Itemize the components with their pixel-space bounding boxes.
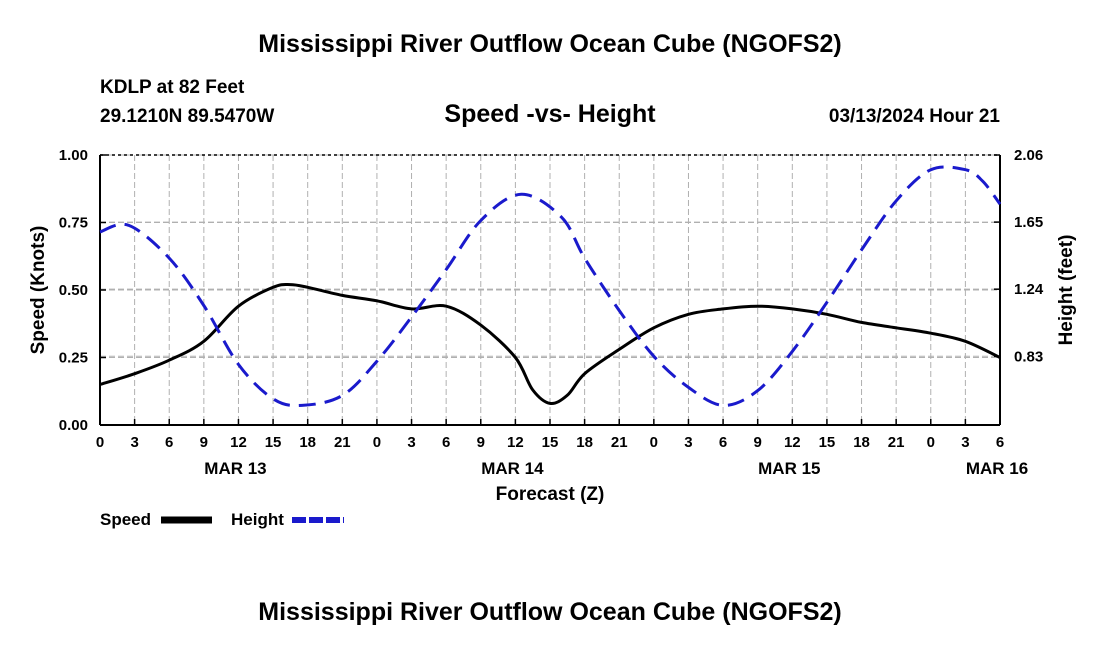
series-layer bbox=[99, 165, 1002, 408]
day-label: MAR 16 bbox=[966, 459, 1028, 478]
y-tick-label: 0.00 bbox=[59, 417, 88, 434]
x-tick-label: 12 bbox=[784, 434, 801, 451]
x-tick-label: 18 bbox=[853, 434, 870, 451]
x-tick-label: 21 bbox=[611, 434, 628, 451]
legend-height-label: Height bbox=[231, 510, 284, 529]
speed-series-line bbox=[99, 283, 1001, 406]
y-tick-label: 0.50 bbox=[59, 282, 88, 299]
label-layer: 0 3 6 9 12 15 18 21 0 3 6 9 12 15 18 21 0 3 6 9 12 15 18 21 0 3 6 0… bbox=[28, 147, 1077, 524]
x-tick-label: 12 bbox=[230, 434, 247, 451]
grid-layer bbox=[100, 154, 1000, 425]
x-tick-label: 3 bbox=[684, 434, 692, 451]
day-label: MAR 15 bbox=[758, 459, 820, 478]
x-tick-label: 15 bbox=[819, 434, 836, 451]
day-label: MAR 13 bbox=[204, 459, 266, 478]
x-tick-label: 0 bbox=[650, 434, 658, 451]
day-label: MAR 14 bbox=[481, 459, 544, 478]
y2-tick-label: 1.24 bbox=[1014, 281, 1044, 298]
x-tick-label: 18 bbox=[576, 434, 593, 451]
x-tick-label: 6 bbox=[165, 434, 173, 451]
page-title: Mississippi River Outflow Ocean Cube (NG… bbox=[258, 30, 842, 58]
x-tick-label: 3 bbox=[407, 434, 415, 451]
station-name: KDLP at 82 Feet bbox=[100, 77, 245, 98]
x-tick-label: 3 bbox=[961, 434, 969, 451]
chart-subtitle: Speed -vs- Height bbox=[444, 100, 656, 128]
y-tick-label: 0.75 bbox=[59, 215, 88, 232]
x-tick-label: 0 bbox=[96, 434, 104, 451]
x-tick-label: 6 bbox=[719, 434, 727, 451]
y-axis-title: Speed (Knots) bbox=[28, 226, 49, 355]
footer-title: Mississippi River Outflow Ocean Cube (NG… bbox=[258, 598, 842, 626]
y-tick-label: 1.00 bbox=[59, 147, 88, 164]
x-tick-label: 3 bbox=[130, 434, 138, 451]
x-tick-label: 0 bbox=[373, 434, 381, 451]
x-tick-label: 9 bbox=[754, 434, 762, 451]
y-tick-label: 0.25 bbox=[59, 350, 88, 367]
x-tick-label: 6 bbox=[442, 434, 450, 451]
station-coordinates: 29.1210N 89.5470W bbox=[100, 106, 275, 127]
forecast-timestamp: 03/13/2024 Hour 21 bbox=[828, 106, 1000, 127]
x-tick-label: 21 bbox=[888, 434, 905, 451]
x-tick-label: 15 bbox=[542, 434, 559, 451]
y2-tick-label: 2.06 bbox=[1014, 147, 1043, 164]
x-tick-label: 6 bbox=[996, 434, 1004, 451]
x-tick-label: 12 bbox=[507, 434, 524, 451]
x-tick-label: 0 bbox=[927, 434, 935, 451]
x-axis-title: Forecast (Z) bbox=[496, 484, 605, 505]
axis-layer bbox=[99, 154, 1001, 426]
y2-tick-label: 0.83 bbox=[1014, 348, 1043, 365]
y2-axis-title: Height (feet) bbox=[1056, 235, 1077, 346]
x-tick-label: 21 bbox=[334, 434, 351, 451]
y2-tick-label: 1.65 bbox=[1014, 214, 1043, 231]
height-series-line bbox=[99, 165, 1002, 408]
x-tick-label: 15 bbox=[265, 434, 282, 451]
legend-speed-label: Speed bbox=[100, 510, 152, 529]
x-tick-label: 9 bbox=[477, 434, 485, 451]
x-tick-label: 9 bbox=[200, 434, 208, 451]
x-tick-label: 18 bbox=[299, 434, 316, 451]
